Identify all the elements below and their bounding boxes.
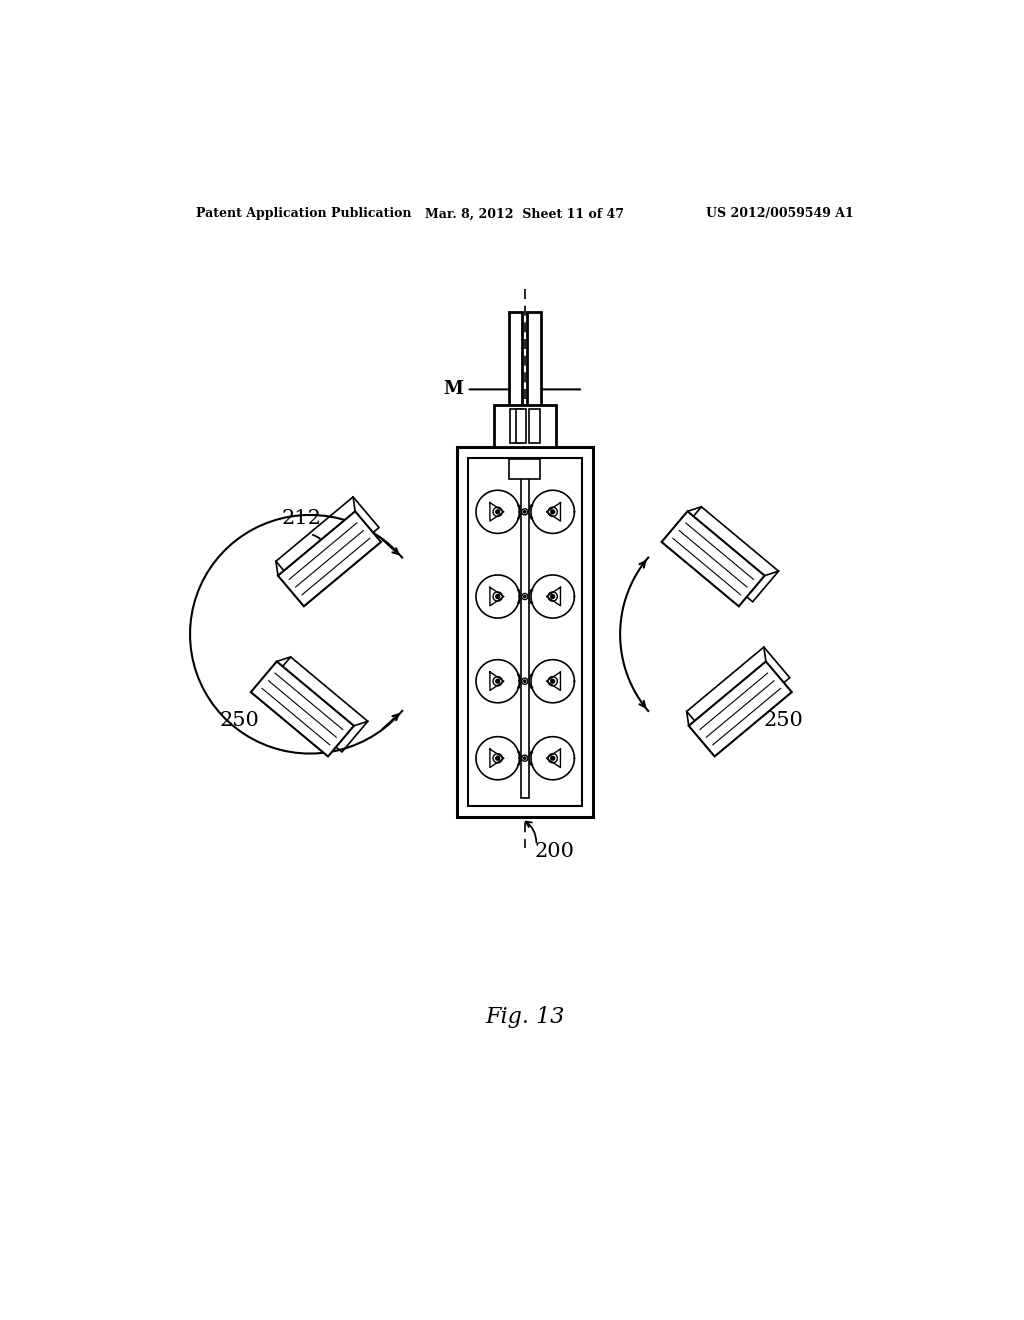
Circle shape	[551, 680, 555, 684]
Circle shape	[523, 511, 526, 513]
Circle shape	[496, 510, 500, 513]
Circle shape	[493, 507, 503, 516]
Circle shape	[551, 510, 555, 513]
Bar	[494, 405, 556, 447]
Circle shape	[548, 507, 557, 516]
Circle shape	[523, 680, 526, 682]
Bar	[527, 313, 541, 447]
Bar	[510, 409, 521, 442]
Circle shape	[496, 680, 500, 684]
Polygon shape	[275, 496, 379, 591]
Polygon shape	[676, 507, 778, 602]
Text: Mar. 8, 2012  Sheet 11 of 47: Mar. 8, 2012 Sheet 11 of 47	[425, 207, 625, 220]
Polygon shape	[278, 511, 381, 606]
Circle shape	[521, 594, 528, 599]
Text: Patent Application Publication: Patent Application Publication	[197, 207, 412, 220]
Circle shape	[551, 756, 555, 760]
Polygon shape	[689, 661, 792, 756]
Bar	[468, 458, 583, 807]
Bar	[509, 313, 522, 447]
Bar	[528, 409, 540, 442]
Circle shape	[548, 677, 557, 686]
Circle shape	[521, 678, 528, 684]
Circle shape	[548, 754, 557, 763]
Bar	[515, 409, 526, 442]
Circle shape	[496, 756, 500, 760]
Circle shape	[523, 758, 526, 759]
Circle shape	[551, 594, 555, 598]
Circle shape	[493, 591, 503, 601]
Text: US 2012/0059549 A1: US 2012/0059549 A1	[706, 207, 853, 220]
Circle shape	[493, 677, 503, 686]
Text: 212: 212	[282, 510, 322, 528]
Text: 200: 200	[535, 842, 574, 861]
Polygon shape	[265, 657, 368, 752]
Bar	[458, 447, 593, 817]
Circle shape	[521, 755, 528, 762]
Text: Fig. 13: Fig. 13	[485, 1006, 564, 1028]
Text: 250: 250	[764, 711, 804, 730]
Circle shape	[548, 591, 557, 601]
Polygon shape	[251, 661, 354, 756]
Circle shape	[523, 595, 526, 598]
Text: 250: 250	[219, 711, 259, 730]
Bar	[521, 466, 528, 799]
Circle shape	[496, 594, 500, 598]
Circle shape	[493, 754, 503, 763]
Bar	[509, 459, 541, 479]
Text: M: M	[443, 380, 464, 399]
Polygon shape	[687, 647, 790, 742]
Circle shape	[521, 508, 528, 515]
Polygon shape	[662, 511, 765, 606]
